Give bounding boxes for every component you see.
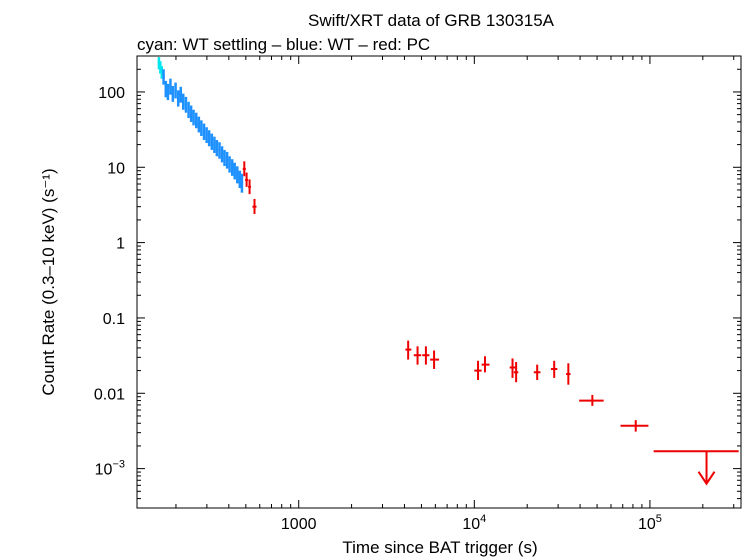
y-tick-label: 10−3 bbox=[95, 459, 125, 479]
data-point bbox=[187, 101, 190, 119]
x-tick-label: 104 bbox=[462, 513, 486, 533]
data-point bbox=[233, 162, 236, 180]
data-point bbox=[179, 86, 183, 103]
y-axis-label: Count Rate (0.3–10 keV) (s⁻¹) bbox=[39, 168, 58, 395]
data-point bbox=[207, 130, 211, 147]
data-point bbox=[197, 116, 201, 133]
data-point bbox=[210, 133, 214, 150]
y-tick-label: 1 bbox=[116, 236, 125, 253]
data-point bbox=[513, 362, 519, 383]
y-tick-label: 10 bbox=[107, 160, 125, 177]
data-point bbox=[579, 394, 604, 406]
x-tick-labels: 1000 104 105 bbox=[281, 513, 662, 533]
data-point bbox=[474, 360, 482, 381]
data-point bbox=[252, 198, 257, 214]
plot-frame bbox=[136, 55, 742, 509]
data-point bbox=[164, 80, 168, 98]
series-wt-settling bbox=[157, 57, 163, 79]
data-point bbox=[213, 136, 216, 153]
data-point bbox=[413, 346, 422, 365]
data-point bbox=[228, 156, 231, 173]
data-point bbox=[533, 364, 541, 381]
data-point bbox=[481, 356, 490, 373]
data-point bbox=[430, 350, 440, 370]
data-point bbox=[169, 78, 172, 95]
data-point bbox=[242, 161, 246, 177]
upper-limit-arrowhead bbox=[697, 471, 716, 486]
data-point bbox=[174, 82, 177, 99]
x-tick-label: 105 bbox=[638, 513, 662, 533]
y-tick-label: 100 bbox=[98, 85, 125, 102]
data-point bbox=[176, 90, 180, 107]
data-point bbox=[550, 360, 558, 378]
x-axis-label: Time since BAT trigger (s) bbox=[342, 538, 537, 557]
data-point bbox=[192, 109, 195, 126]
data-point bbox=[245, 172, 249, 187]
data-points bbox=[157, 57, 739, 486]
data-point bbox=[240, 173, 244, 193]
data-point bbox=[215, 140, 219, 157]
y-tick-label: 0.1 bbox=[103, 311, 125, 328]
data-point bbox=[218, 142, 221, 159]
data-point bbox=[162, 69, 165, 85]
data-point bbox=[184, 96, 188, 113]
data-point bbox=[509, 358, 516, 378]
y-tick-label: 0.01 bbox=[94, 386, 125, 403]
data-point bbox=[566, 363, 571, 385]
data-point bbox=[422, 346, 430, 365]
data-point bbox=[202, 123, 206, 141]
chart-title: Swift/XRT data of GRB 130315A bbox=[308, 11, 555, 30]
data-point bbox=[181, 93, 185, 110]
data-point bbox=[223, 149, 226, 166]
chart-subtitle: cyan: WT settling – blue: WT – red: PC bbox=[137, 35, 430, 54]
data-point bbox=[405, 340, 412, 360]
data-point bbox=[166, 83, 170, 101]
data-point bbox=[189, 105, 193, 122]
series-pc bbox=[242, 161, 739, 486]
data-point bbox=[200, 120, 203, 137]
data-point bbox=[238, 170, 242, 189]
data-point bbox=[620, 420, 649, 432]
upper-limit bbox=[653, 450, 739, 486]
y-tick-labels: 100 10 1 0.1 0.01 10−3 bbox=[94, 85, 125, 479]
x-tick-label: 1000 bbox=[281, 516, 317, 533]
data-point bbox=[195, 112, 198, 129]
data-point bbox=[225, 151, 229, 169]
series-wt bbox=[162, 69, 244, 193]
data-point bbox=[220, 146, 224, 163]
axis-ticks bbox=[137, 55, 741, 509]
data-point bbox=[230, 159, 234, 176]
data-point bbox=[236, 166, 239, 184]
data-point bbox=[248, 179, 252, 195]
data-point bbox=[171, 85, 175, 102]
data-point bbox=[205, 127, 208, 144]
